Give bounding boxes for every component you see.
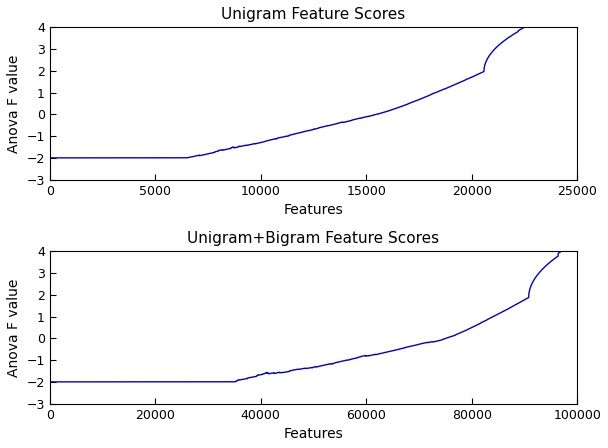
Y-axis label: Anova F value: Anova F value: [7, 54, 21, 153]
Y-axis label: Anova F value: Anova F value: [7, 278, 21, 377]
X-axis label: Features: Features: [283, 427, 344, 441]
Title: Unigram Feature Scores: Unigram Feature Scores: [221, 7, 406, 22]
Title: Unigram+Bigram Feature Scores: Unigram+Bigram Feature Scores: [187, 231, 440, 246]
X-axis label: Features: Features: [283, 203, 344, 217]
